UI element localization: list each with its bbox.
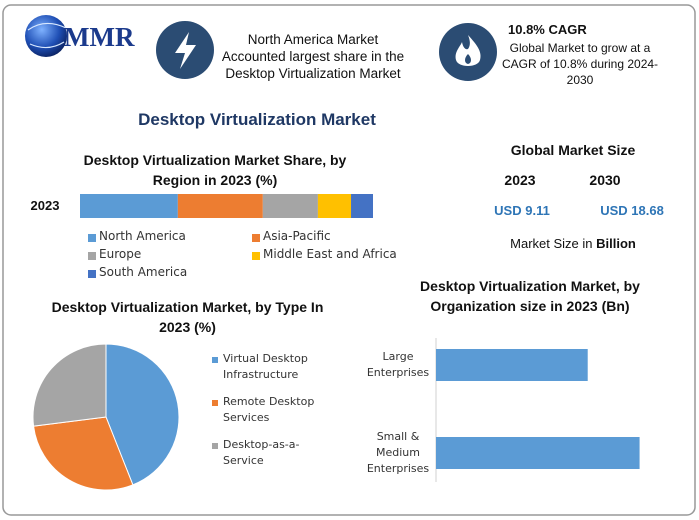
legend-swatch (252, 252, 260, 260)
legend-label: Virtual Desktop Infrastructure (223, 352, 308, 381)
legend-swatch (212, 400, 218, 406)
legend-swatch (212, 443, 218, 449)
legend-label: Europe (99, 247, 142, 261)
bar-segment (80, 194, 178, 218)
size-note: Market Size in Billion (480, 236, 666, 251)
bar (436, 437, 640, 469)
main-title: Desktop Virtualization Market (138, 110, 376, 129)
bar-segment (177, 194, 263, 218)
legend-label: Middle East and Africa (263, 247, 397, 261)
note-bold: Billion (596, 236, 636, 251)
pie-slice (32, 343, 107, 427)
year-label: 2030 (589, 172, 621, 188)
size-value: USD 18.68 (600, 203, 664, 218)
legend-label: South America (99, 265, 188, 279)
size-value: USD 9.11 (494, 203, 550, 218)
legend-swatch (252, 234, 260, 242)
legend-swatch (88, 234, 96, 242)
highlight-text: North America Market Accounted largest s… (221, 32, 405, 81)
logo-text: MMR (64, 22, 135, 52)
category-label: Large Enterprises (366, 350, 430, 379)
legend-swatch (88, 252, 96, 260)
legend-swatch (212, 357, 218, 363)
chart-title: Desktop Virtualization Market Share, by … (83, 152, 347, 188)
cagr-title: 10.8% CAGR (508, 22, 587, 37)
cagr-text: Global Market to grow at a CAGR of 10.8%… (501, 41, 659, 87)
logo-globe (25, 15, 67, 57)
legend-label: North America (99, 229, 186, 243)
bar-segment (351, 194, 373, 218)
chart-title: Desktop Virtualization Market, by Type I… (51, 299, 324, 335)
bar-segment (262, 194, 318, 218)
frame (2, 4, 696, 516)
flame-icon (455, 35, 481, 66)
chart-title: Desktop Virtualization Market, by Organi… (420, 278, 640, 314)
note-text: Market Size in (510, 236, 597, 251)
lightning-icon (175, 32, 196, 69)
legend-label: Remote Desktop Services (223, 395, 315, 424)
pie-slice (105, 343, 180, 486)
size-title: Global Market Size (510, 142, 636, 158)
pie-slice (33, 416, 134, 491)
category-label: Small & Medium Enterprises (366, 430, 430, 475)
year-label: 2023 (504, 172, 536, 188)
logo-arc (27, 22, 67, 49)
bar (436, 349, 588, 381)
legend-label: Asia-Pacific (263, 229, 331, 243)
category-label: 2023 (30, 198, 60, 213)
legend-label: Desktop-as-a-Service (223, 438, 300, 467)
bar-segment (317, 194, 352, 218)
legend-swatch (88, 270, 96, 278)
